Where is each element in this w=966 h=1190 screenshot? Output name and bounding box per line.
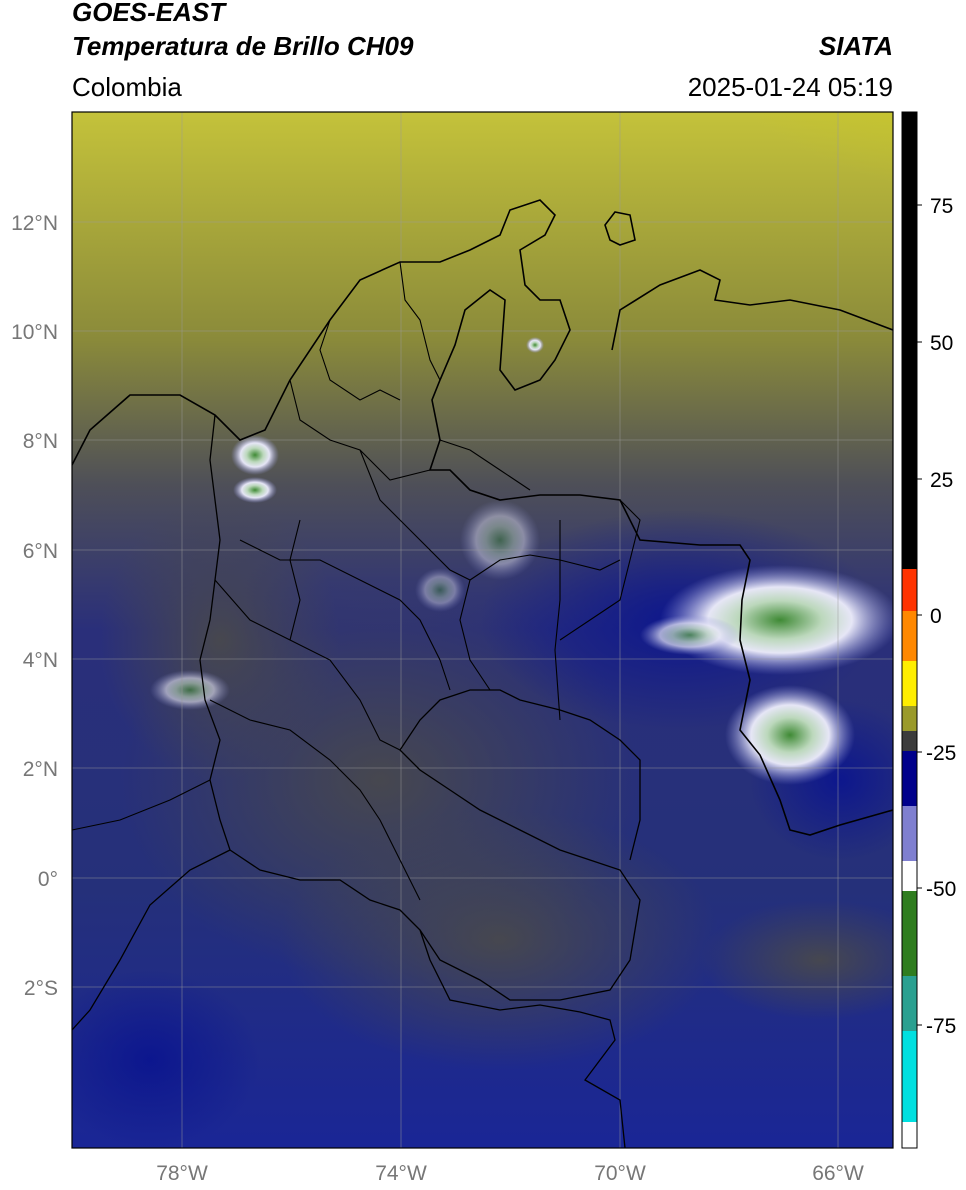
colorbar-bottom-segment [902,1122,917,1148]
lon-label: 78°W [156,1162,208,1185]
colorbar-green-segment [902,891,917,976]
country-borders [72,199,893,1148]
title-product: Temperatura de Brillo CH09 [72,31,414,61]
colorbar-tick-label: -50 [926,878,956,901]
colorbar-tick-label: 0 [930,605,942,628]
colorbar-black-segment [902,112,917,569]
lat-label: 0° [38,868,58,891]
colorbar-frame [901,111,918,1149]
colorbar-yellow-segment [902,661,917,706]
longitude-labels: 78°W 74°W 70°W 66°W [156,1162,864,1185]
lat-label: 2°S [24,977,58,1000]
latitude-labels: 12°N 10°N 8°N 6°N 4°N 2°N 0° 2°S [11,212,58,1000]
colorbar-tick-label: 75 [930,195,953,218]
lat-label: 8°N [23,430,58,453]
lat-label: 10°N [11,321,58,344]
map-frame [71,111,894,1149]
timestamp-label: 2025-01-24 05:19 [687,72,893,102]
lat-label: 6°N [23,540,58,563]
colorbar-gray-segment [902,731,917,751]
colorbar-olive-segment [902,706,917,731]
lon-label: 66°W [812,1162,864,1185]
organization-label: SIATA [818,31,893,61]
lat-label: 12°N [11,212,58,235]
colorbar-tick-label: -75 [926,1015,956,1038]
lon-label: 74°W [375,1162,427,1185]
lat-label: 4°N [23,649,58,672]
colorbar-white-segment [902,861,917,891]
colorbar-red-segment [902,569,917,611]
title-satellite: GOES-EAST [72,0,226,27]
colorbar-tick-label: 25 [930,469,953,492]
satellite-image [72,112,893,1148]
colorbar-teal-segment [902,976,917,1031]
gridlines [72,112,893,1148]
lon-label: 70°W [594,1162,646,1185]
lat-label: 2°N [23,758,58,781]
colorbar-orange-segment [902,611,917,661]
region-label: Colombia [72,72,182,102]
colorbar-cyan-segment [902,1031,917,1122]
colorbar-tick-label: -25 [926,742,956,765]
colorbar-periwinkle-segment [902,806,917,861]
colorbar-navy-segment [902,751,917,806]
colorbar-tick-label: 50 [930,332,953,355]
colorbar: 75 50 25 0 -25 -50 -75 [901,111,956,1149]
